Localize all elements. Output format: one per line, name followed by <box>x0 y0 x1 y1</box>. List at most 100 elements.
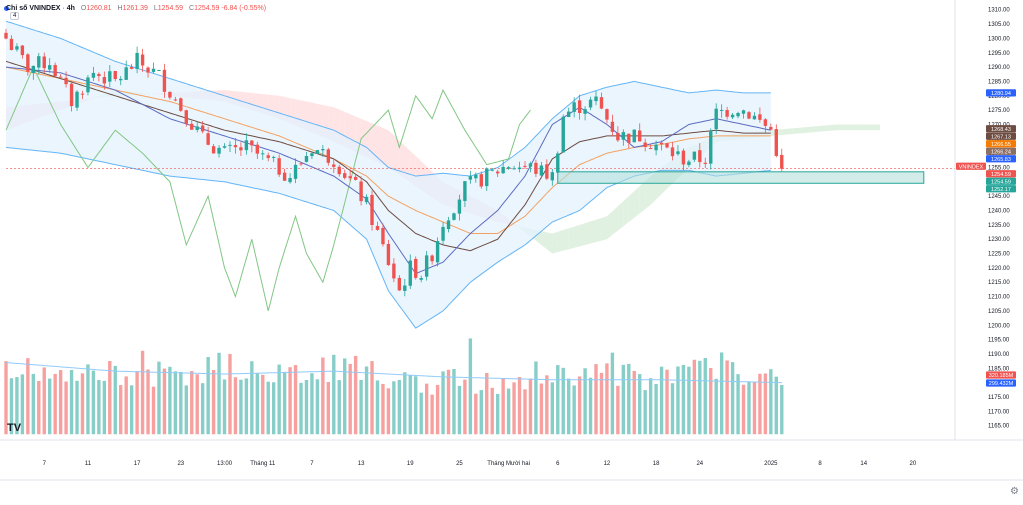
volume-bar <box>239 379 243 435</box>
candle-body <box>495 171 500 174</box>
volume-bar <box>594 364 598 435</box>
candle-body <box>594 96 598 102</box>
price-tick-label: 1220.00 <box>988 266 1010 272</box>
cloud-segment <box>557 230 564 253</box>
candle-body <box>463 181 467 201</box>
volume-bar <box>419 392 423 435</box>
support-zone-rect <box>557 171 925 184</box>
price-tick-label: 1200.00 <box>988 323 1010 329</box>
volume-bar <box>780 384 784 435</box>
volume-bar <box>763 373 768 435</box>
cloud-segment <box>377 125 383 165</box>
price-tick-label: 1300.00 <box>988 36 1010 42</box>
price-label-text: 1265.83 <box>991 157 1011 163</box>
cloud-segment <box>830 124 837 131</box>
volume-bar <box>605 363 609 435</box>
volume-bar <box>632 370 636 435</box>
volume-bar <box>348 363 352 435</box>
change-value: -6.84 (-0.55%) <box>221 5 267 12</box>
volume-bar <box>758 373 762 435</box>
volume-bar <box>495 393 500 435</box>
volume-bar <box>643 390 647 435</box>
candle-body <box>146 67 150 73</box>
volume-bar <box>534 361 538 435</box>
cloud-segment <box>820 125 826 132</box>
indicator-count-badge[interactable]: 4 <box>10 12 20 20</box>
price-tick-label: 1275.00 <box>988 108 1010 114</box>
time-tick-label: 19 <box>407 461 414 467</box>
price-tick-label: 1280.00 <box>988 94 1010 100</box>
candle-body <box>184 110 188 124</box>
tenkan-line <box>5 66 771 275</box>
candle-body <box>250 140 254 146</box>
price-label-text: 1254.59 <box>991 172 1011 178</box>
volume-bar <box>359 379 363 435</box>
candle-body <box>375 225 380 230</box>
volume-bar <box>719 352 724 435</box>
volume-bar <box>250 361 254 435</box>
candle-body <box>326 149 331 163</box>
volume-bar <box>75 380 79 435</box>
candle-body <box>217 147 221 154</box>
price-tick-label: 1235.00 <box>988 223 1010 229</box>
symbol-name[interactable]: Chỉ số VNINDEX <box>6 5 61 12</box>
volume-bar <box>703 357 707 435</box>
indicator-lines <box>5 60 955 312</box>
price-tick-label: 1305.00 <box>988 22 1010 28</box>
candle-body <box>48 65 52 70</box>
time-tick-label: 7 <box>43 461 47 467</box>
volume-bar <box>277 364 281 435</box>
candle-body <box>206 133 210 145</box>
candle-body <box>610 121 615 132</box>
tradingview-logo[interactable]: TV <box>7 422 22 434</box>
candle-body <box>561 116 565 153</box>
time-tick-label: 14 <box>860 461 867 467</box>
volume-bar <box>113 365 117 435</box>
volume-bar <box>654 383 658 435</box>
candle-body <box>752 115 757 120</box>
volume-bar <box>709 367 713 435</box>
candle-body <box>321 149 325 151</box>
cloud-segment <box>874 124 881 131</box>
time-tick-label: 20 <box>910 461 917 467</box>
candlesticks[interactable] <box>4 28 784 297</box>
price-tick-label: 1295.00 <box>988 51 1010 57</box>
candle-body <box>190 123 194 130</box>
volume-bar <box>157 361 161 435</box>
volume-bar <box>561 367 565 435</box>
volume-bar <box>747 381 751 435</box>
volume-bar <box>572 385 576 435</box>
volume-bar <box>233 377 238 435</box>
volume-bar <box>588 377 593 435</box>
candle-body <box>233 145 238 148</box>
volume-bar <box>288 367 292 435</box>
time-tick-label: 25 <box>456 461 463 467</box>
volume-bar <box>310 373 314 435</box>
candle-body <box>15 46 19 50</box>
gear-icon[interactable]: ⚙ <box>1010 486 1019 497</box>
volume-bar <box>135 371 139 435</box>
price-tick-label: 1195.00 <box>988 338 1010 344</box>
candle-body <box>179 98 183 111</box>
high-label: H <box>117 5 123 12</box>
price-tick-label: 1190.00 <box>988 352 1010 358</box>
volume-bar <box>774 376 778 435</box>
cloud-segment <box>847 124 853 131</box>
interval-label[interactable]: 4h <box>66 5 75 12</box>
support-zone[interactable] <box>557 171 925 184</box>
volume-bar <box>332 354 336 435</box>
volume-bar <box>463 379 467 435</box>
cloud-segment <box>869 124 875 131</box>
bb-upper-line <box>5 20 771 177</box>
candle-body <box>654 144 658 151</box>
time-tick-label: 6 <box>556 461 560 467</box>
candle-body <box>648 148 653 150</box>
candle-body <box>113 71 117 80</box>
candle-body <box>419 278 423 280</box>
cloud-segment <box>787 128 793 135</box>
candle-body <box>42 56 46 69</box>
cloud-segment <box>781 128 788 135</box>
